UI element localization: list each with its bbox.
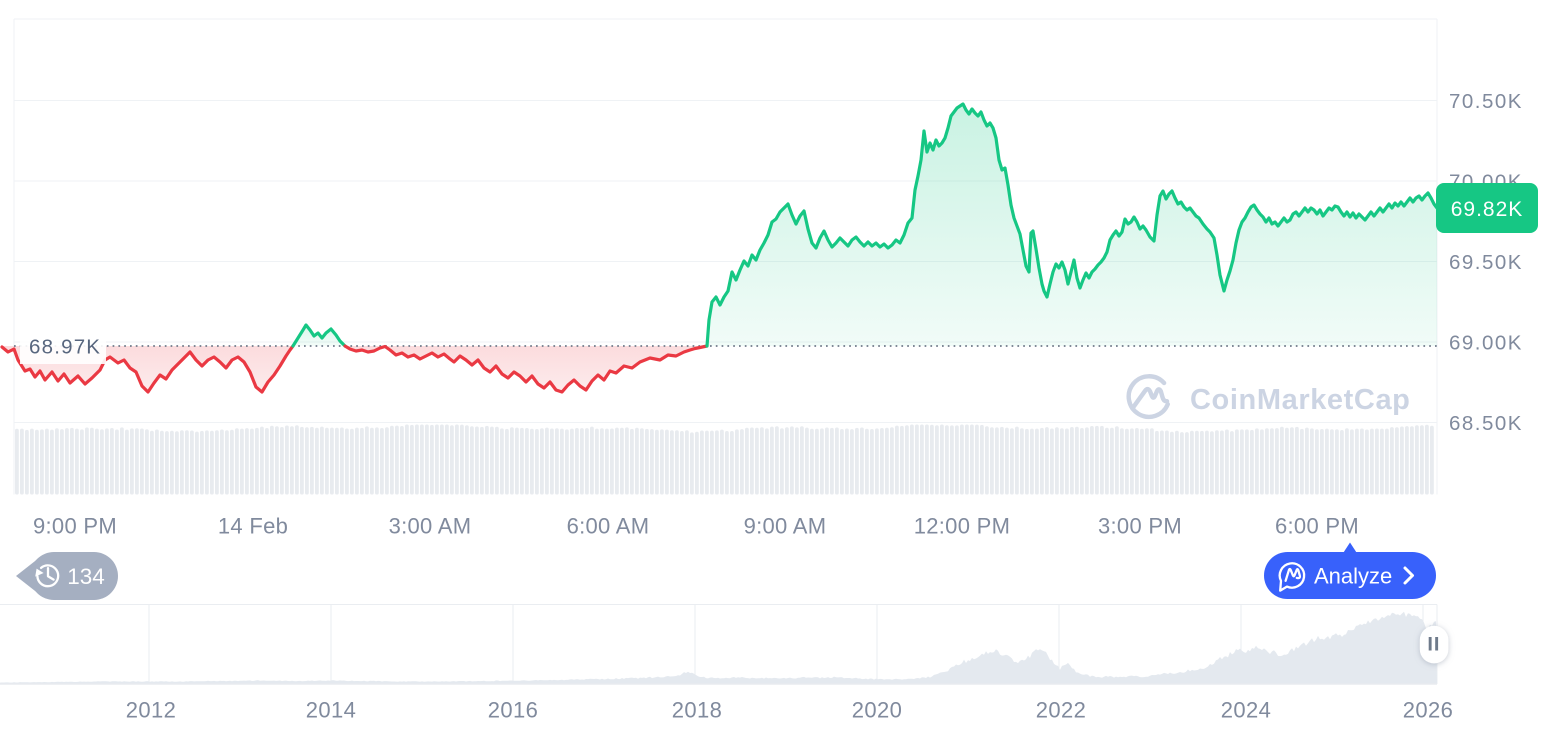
svg-text:CoinMarketCap: CoinMarketCap: [1190, 384, 1411, 416]
svg-text:12:00 PM: 12:00 PM: [914, 514, 1011, 539]
svg-text:6:00 AM: 6:00 AM: [567, 514, 650, 539]
svg-text:9:00 PM: 9:00 PM: [33, 514, 117, 539]
svg-text:2018: 2018: [672, 698, 723, 723]
svg-text:2026: 2026: [1403, 698, 1454, 723]
svg-text:2022: 2022: [1036, 698, 1087, 723]
svg-text:69.00K: 69.00K: [1449, 331, 1523, 354]
svg-text:3:00 AM: 3:00 AM: [389, 514, 472, 539]
svg-text:68.97K: 68.97K: [29, 336, 101, 359]
svg-text:2020: 2020: [852, 698, 903, 723]
svg-text:68.50K: 68.50K: [1449, 412, 1523, 435]
svg-text:Analyze: Analyze: [1314, 564, 1392, 589]
svg-text:3:00 PM: 3:00 PM: [1098, 514, 1182, 539]
svg-text:69.82K: 69.82K: [1451, 198, 1524, 221]
svg-text:6:00 PM: 6:00 PM: [1275, 514, 1359, 539]
svg-text:14 Feb: 14 Feb: [218, 514, 288, 539]
svg-text:134: 134: [67, 564, 105, 589]
svg-text:9:00 AM: 9:00 AM: [744, 514, 827, 539]
svg-text:69.50K: 69.50K: [1449, 251, 1523, 274]
svg-text:2014: 2014: [306, 698, 357, 723]
svg-text:70.50K: 70.50K: [1449, 90, 1523, 113]
svg-text:2012: 2012: [126, 698, 177, 723]
svg-text:2016: 2016: [488, 698, 539, 723]
svg-text:2024: 2024: [1221, 698, 1272, 723]
